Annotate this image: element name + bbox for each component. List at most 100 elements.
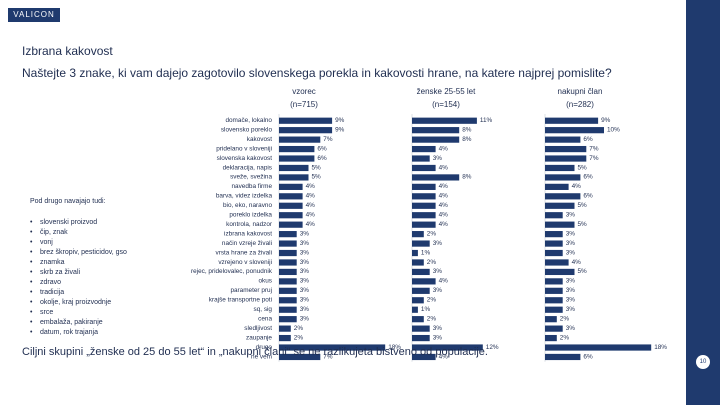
category-label: zaupanje [246, 334, 272, 341]
data-bar [545, 287, 563, 294]
data-label: 3% [433, 325, 443, 332]
data-label: 3% [300, 315, 310, 322]
data-bar [545, 231, 563, 238]
data-label: 3% [433, 287, 443, 294]
data-bar [545, 278, 563, 285]
data-label: 3% [300, 230, 310, 237]
data-label: 9% [601, 117, 611, 124]
data-bar [279, 316, 297, 323]
data-label: 5% [578, 221, 588, 228]
data-bar [279, 231, 297, 238]
data-bar [545, 136, 581, 143]
data-label: 3% [300, 297, 310, 304]
category-label: način vzreje živali [222, 240, 272, 247]
data-label: 2% [560, 315, 570, 322]
data-bar [412, 231, 424, 238]
data-bar [412, 259, 424, 266]
survey-question: Naštejte 3 znake, ki vam dajejo zagotovi… [22, 66, 612, 80]
category-label: izbrana kakovost [224, 230, 272, 237]
data-label: 6% [317, 155, 327, 162]
data-label: 3% [300, 249, 310, 256]
data-label: 5% [578, 268, 588, 275]
data-label: 3% [433, 240, 443, 247]
data-bar [412, 268, 430, 276]
data-bar [412, 145, 436, 153]
data-bar [279, 334, 291, 342]
data-bar [412, 325, 430, 332]
data-bar [545, 334, 557, 342]
other-mention-item: brez škropiv, pesticidov, gso [30, 248, 127, 258]
data-bar [412, 136, 460, 143]
data-label: 3% [566, 249, 576, 256]
data-label: 4% [306, 183, 316, 190]
data-bar [412, 249, 418, 257]
category-label: domače, lokalno [225, 117, 272, 124]
data-label: 4% [306, 212, 316, 219]
data-bar [412, 334, 430, 342]
data-label: 7% [323, 136, 333, 143]
data-bar [545, 249, 563, 257]
data-bar [279, 174, 309, 181]
data-bar [545, 240, 563, 247]
data-bar [412, 193, 436, 200]
data-bar [545, 193, 581, 200]
data-bar [279, 221, 303, 228]
data-bar [412, 155, 430, 162]
data-bar [412, 127, 460, 134]
data-label: 3% [566, 325, 576, 332]
data-bar [545, 344, 652, 351]
data-label: 7% [589, 155, 599, 162]
page-number: 10 [696, 355, 710, 369]
data-label: 1% [421, 306, 431, 313]
data-bar [545, 183, 569, 190]
data-bar [545, 155, 587, 162]
other-mention-item: datum, rok trajanja [30, 328, 127, 338]
data-label: 2% [560, 334, 570, 341]
data-bar [279, 145, 315, 153]
data-label: 3% [300, 287, 310, 294]
data-label: 2% [427, 297, 437, 304]
data-label: 3% [433, 268, 443, 275]
data-label: 6% [583, 174, 593, 181]
category-label: krajše transportne poti [209, 297, 272, 304]
data-label: 5% [312, 174, 322, 181]
data-bar [279, 259, 297, 266]
data-label: 3% [433, 155, 443, 162]
data-bar [279, 155, 315, 162]
data-label: 8% [462, 174, 472, 181]
data-bar [279, 164, 309, 172]
series-header: vzorec [292, 87, 316, 96]
category-label: drugo [256, 344, 273, 351]
data-label: 4% [439, 145, 449, 152]
data-label: 12% [486, 344, 499, 351]
data-bar [279, 202, 303, 209]
data-bar [545, 353, 581, 361]
right-sidebar-band: 10 [686, 0, 720, 405]
data-label: 3% [566, 212, 576, 219]
data-bar [412, 202, 436, 209]
data-bar [412, 297, 424, 304]
data-label: 2% [294, 334, 304, 341]
data-label: 1% [421, 249, 431, 256]
category-label: sq, sig [254, 306, 273, 313]
category-label: slovensko poreklo [221, 126, 273, 133]
data-label: 3% [300, 278, 310, 285]
data-bar [279, 297, 297, 304]
category-label: bio, eko, naravno [223, 202, 272, 209]
data-label: 18% [654, 344, 667, 351]
data-bar [279, 249, 297, 257]
data-label: 11% [480, 117, 493, 124]
data-label: 4% [306, 202, 316, 209]
data-bar [279, 306, 297, 313]
series-sample-size: (n=715) [290, 100, 318, 109]
data-label: 3% [566, 240, 576, 247]
category-label: navedba firme [232, 183, 273, 190]
data-bar [412, 316, 424, 323]
data-bar [279, 287, 297, 294]
data-label: 6% [583, 136, 593, 143]
category-label: parameter pruj [230, 287, 272, 294]
data-label: 7% [323, 353, 333, 360]
data-label: 7% [589, 145, 599, 152]
data-bar [279, 325, 291, 332]
